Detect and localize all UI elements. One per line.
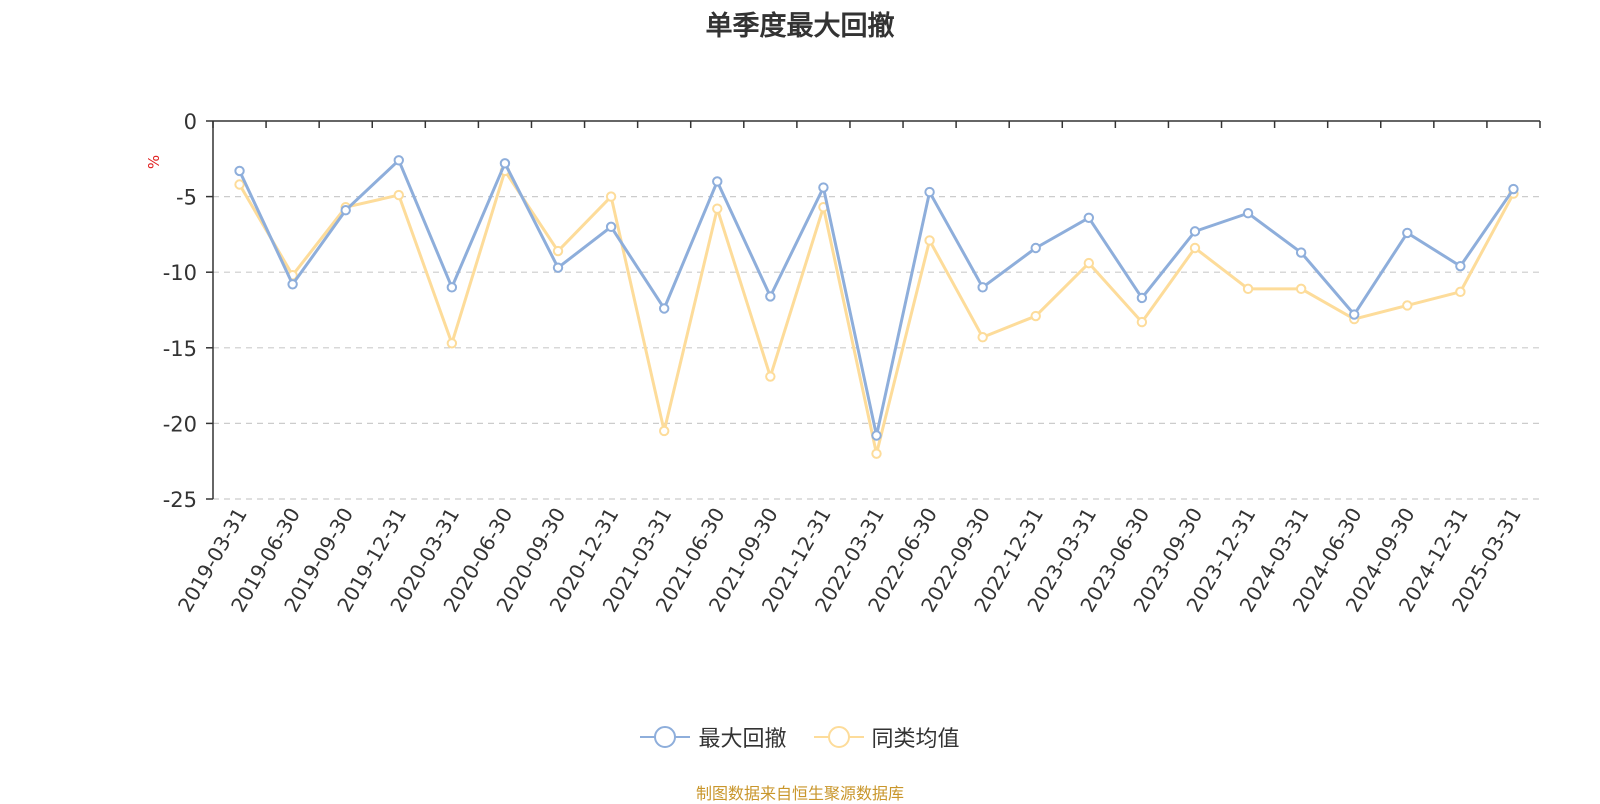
data-point-series2 <box>977 332 988 343</box>
data-point-series1 <box>552 262 564 273</box>
data-point-series2 <box>605 191 617 202</box>
y-tick-label: -15 <box>163 337 197 361</box>
data-point-series2 <box>871 448 882 459</box>
legend-marker-series1-icon <box>640 726 691 748</box>
data-point-series1 <box>340 205 351 216</box>
data-point-series2 <box>1455 286 1466 298</box>
data-point-series2 <box>1402 300 1413 311</box>
axes <box>206 120 1541 500</box>
y-tick-label: 0 <box>184 110 197 134</box>
legend-label-series1: 最大回撤 <box>698 727 787 752</box>
data-point-series1 <box>1083 212 1095 223</box>
data-point-series2 <box>1136 316 1148 328</box>
data-point-series1 <box>446 282 458 293</box>
data-point-series2 <box>1030 310 1041 322</box>
data-point-series1 <box>234 165 245 177</box>
y-tick-label: -25 <box>163 488 197 512</box>
data-point-series1 <box>605 221 617 233</box>
data-point-series2 <box>1242 283 1254 295</box>
series-lines <box>234 155 1519 459</box>
grid-lines <box>213 196 1540 500</box>
source-note: 制图数据来自恒生聚源数据库 <box>695 784 904 803</box>
data-point-series1 <box>658 303 670 314</box>
data-point-series1 <box>977 282 988 293</box>
data-point-series1 <box>924 186 935 198</box>
data-point-series2 <box>712 203 723 214</box>
series-line-1 <box>238 158 1515 437</box>
line-chart: 0-5-10-15-20-252019-03-312019-06-302019-… <box>145 110 1541 616</box>
data-point-series1 <box>1402 227 1413 239</box>
data-point-series1 <box>871 430 882 441</box>
data-point-series1 <box>393 155 404 166</box>
legend-label-series2: 同类均值 <box>871 727 960 752</box>
data-point-series1 <box>818 182 829 193</box>
data-point-series1 <box>1030 242 1041 254</box>
y-tick-label: -20 <box>163 412 197 436</box>
data-point-series2 <box>1189 242 1201 254</box>
legend-marker-series2-icon <box>813 726 864 748</box>
data-point-series1 <box>287 279 298 290</box>
data-point-series1 <box>499 158 511 169</box>
data-point-series1 <box>1455 260 1466 272</box>
legend: 最大回撤 同类均值 <box>0 721 1600 755</box>
data-point-series2 <box>552 245 564 257</box>
data-point-series2 <box>1295 283 1307 295</box>
y-tick-label: -5 <box>176 186 197 210</box>
data-point-series1 <box>1242 208 1254 219</box>
data-point-series2 <box>446 338 458 349</box>
axis-labels: 0-5-10-15-20-252019-03-312019-06-302019-… <box>145 110 1526 616</box>
data-point-series2 <box>924 235 935 246</box>
data-point-series1 <box>765 291 776 302</box>
data-point-series1 <box>1295 247 1307 258</box>
data-point-series1 <box>1349 309 1360 320</box>
data-point-series2 <box>658 425 670 437</box>
y-axis-label: % <box>145 155 163 169</box>
legend-item-series1[interactable]: 最大回撤 <box>640 721 787 753</box>
data-point-series1 <box>1189 226 1201 237</box>
data-point-series1 <box>712 176 723 187</box>
data-point-series2 <box>234 179 245 190</box>
chart-title: 单季度最大回撤 <box>705 11 895 42</box>
data-point-series2 <box>765 371 776 382</box>
series-line-2 <box>238 169 1515 456</box>
data-point-series1 <box>1136 292 1148 304</box>
y-tick-label: -10 <box>163 261 197 285</box>
data-point-series1 <box>1508 183 1519 195</box>
data-point-series2 <box>393 189 404 201</box>
legend-item-series2[interactable]: 同类均值 <box>813 721 960 753</box>
data-point-series2 <box>1083 257 1095 269</box>
